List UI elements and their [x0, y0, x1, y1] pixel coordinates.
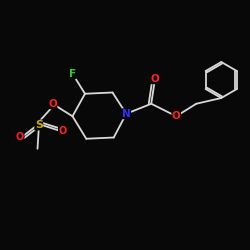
Text: O: O [172, 111, 180, 121]
Text: O: O [48, 99, 57, 109]
Text: O: O [58, 126, 66, 136]
Text: S: S [35, 120, 43, 130]
Text: F: F [69, 69, 76, 79]
Text: O: O [150, 74, 160, 84]
Text: O: O [16, 132, 24, 142]
Text: N: N [122, 109, 130, 119]
